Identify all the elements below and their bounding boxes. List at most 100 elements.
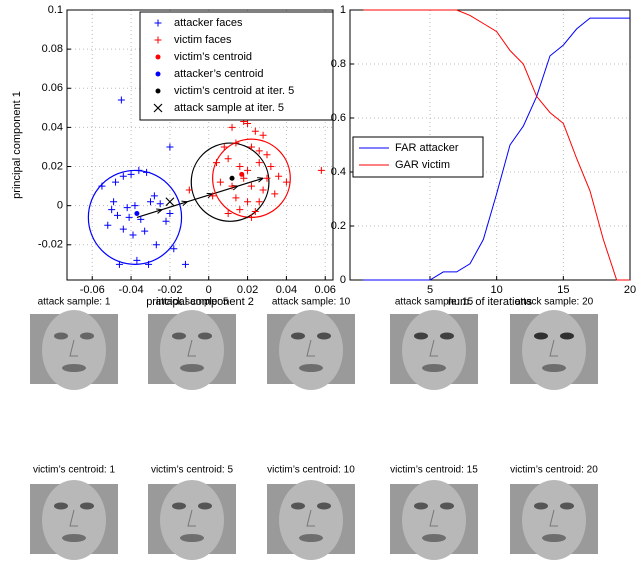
face-shape [42, 310, 106, 390]
plus-marker [119, 172, 127, 180]
plus-marker [282, 178, 290, 186]
plus-marker [244, 166, 252, 174]
eye [414, 502, 428, 510]
nose [306, 509, 315, 527]
face-shape [402, 310, 466, 390]
y-tick-label: 0 [340, 274, 346, 286]
image-caption: attack sample: 20 [515, 297, 594, 308]
eye [317, 332, 331, 340]
plus-marker [228, 123, 236, 131]
image-caption: attack sample: 10 [272, 297, 351, 308]
y-tick-label: 0.06 [42, 82, 63, 94]
y-tick-label: -0.02 [38, 239, 63, 251]
eye [560, 502, 574, 510]
plus-marker [181, 260, 189, 268]
plus-marker [317, 166, 325, 174]
face-image [30, 310, 118, 390]
plus-marker [255, 159, 263, 167]
legend-box [352, 136, 484, 178]
plus-marker [98, 182, 106, 190]
face-image [148, 310, 236, 390]
plus-marker [247, 182, 255, 190]
eye [440, 332, 454, 340]
legend-label: victim’s centroid [174, 51, 252, 63]
eye [534, 332, 548, 340]
y-tick-label: 0.6 [331, 112, 346, 124]
face-shape [160, 480, 224, 560]
dot-marker [134, 210, 140, 216]
eye [291, 332, 305, 340]
plus-marker [135, 166, 143, 174]
plus-marker [112, 178, 120, 186]
legend-swatch [154, 19, 162, 27]
plus-marker [131, 202, 139, 210]
nose [69, 339, 78, 357]
y-tick-label: 0.4 [331, 166, 346, 178]
plus-marker [255, 198, 263, 206]
nose [187, 339, 196, 357]
plus-marker [156, 200, 164, 208]
eye [172, 332, 186, 340]
plus-marker [146, 198, 154, 206]
plus-marker [145, 260, 153, 268]
face-shape [279, 480, 343, 560]
plus-marker [129, 231, 137, 239]
plus-marker [251, 208, 259, 216]
eye [54, 502, 68, 510]
plus-marker [108, 206, 116, 214]
plus-marker [236, 163, 244, 171]
eye [291, 502, 305, 510]
y-tick-label: 0.08 [42, 43, 63, 55]
mouth [422, 364, 446, 372]
face-shape [42, 480, 106, 560]
plus-marker [224, 155, 232, 163]
plus-marker [263, 174, 271, 182]
legend-label: attacker faces [174, 17, 243, 29]
plus-marker [209, 192, 217, 200]
face-shape [160, 310, 224, 390]
eye [80, 332, 94, 340]
nose [549, 339, 558, 357]
plus-marker [143, 168, 151, 176]
y-tick-label: 0.2 [331, 220, 346, 232]
x-tick-label: 0.02 [237, 284, 258, 296]
plus-marker [224, 209, 232, 217]
dot-marker [239, 171, 245, 177]
nose [429, 339, 438, 357]
y-tick-label: 0.02 [42, 160, 63, 172]
face-shape [522, 480, 586, 560]
image-caption: attack sample: 1 [38, 297, 111, 308]
plot-frame [66, 9, 334, 281]
legend-label: victim faces [174, 34, 232, 46]
eye [560, 332, 574, 340]
face-image [510, 480, 598, 560]
plus-marker [141, 227, 149, 235]
plus-marker [115, 260, 123, 268]
plus-marker [247, 143, 255, 151]
face-image [390, 310, 478, 390]
plus-marker [263, 151, 271, 159]
nose [187, 509, 196, 527]
x-axis-label: principal component 2 [146, 296, 254, 308]
legend-swatch [153, 103, 163, 113]
plus-marker [152, 241, 160, 249]
face-image [267, 310, 355, 390]
mouth [180, 364, 204, 372]
nose [429, 509, 438, 527]
arrow-head [156, 208, 163, 214]
legend-swatch [155, 88, 161, 94]
eye [80, 502, 94, 510]
mouth [180, 534, 204, 542]
plus-marker [255, 147, 263, 155]
legend-swatch [155, 54, 161, 60]
plus-marker [133, 256, 141, 264]
x-tick-label: -0.04 [119, 284, 144, 296]
plus-marker [251, 127, 259, 135]
class-circle [87, 169, 183, 265]
plus-marker [232, 139, 240, 147]
legend-swatch [155, 71, 161, 77]
x-tick-label: -0.06 [80, 284, 105, 296]
plus-marker [236, 206, 244, 214]
plus-marker [185, 186, 193, 194]
